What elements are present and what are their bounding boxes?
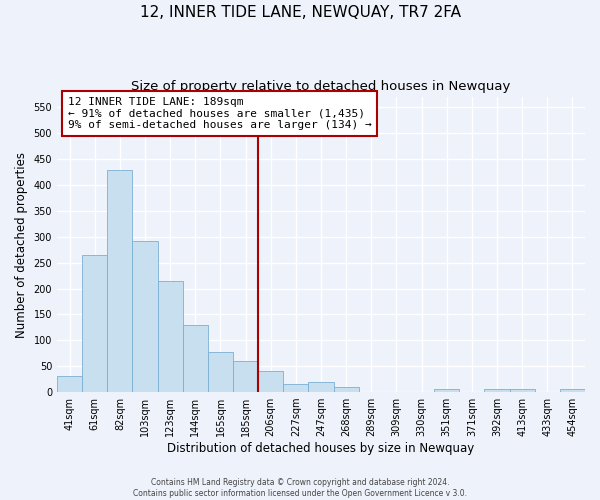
Text: 12, INNER TIDE LANE, NEWQUAY, TR7 2FA: 12, INNER TIDE LANE, NEWQUAY, TR7 2FA	[139, 5, 461, 20]
Bar	[484, 390, 509, 392]
Bar	[107, 170, 133, 392]
Bar	[334, 388, 359, 392]
Bar	[208, 352, 233, 392]
Bar	[233, 361, 258, 392]
Bar	[183, 325, 208, 392]
Bar	[258, 371, 283, 392]
Bar	[82, 255, 107, 392]
Bar	[133, 241, 158, 392]
Text: Contains HM Land Registry data © Crown copyright and database right 2024.
Contai: Contains HM Land Registry data © Crown c…	[133, 478, 467, 498]
Bar	[158, 281, 183, 392]
Bar	[434, 390, 459, 392]
Text: 12 INNER TIDE LANE: 189sqm
← 91% of detached houses are smaller (1,435)
9% of se: 12 INNER TIDE LANE: 189sqm ← 91% of deta…	[68, 97, 371, 130]
Title: Size of property relative to detached houses in Newquay: Size of property relative to detached ho…	[131, 80, 511, 93]
Bar	[57, 376, 82, 392]
Y-axis label: Number of detached properties: Number of detached properties	[15, 152, 28, 338]
Bar	[308, 382, 334, 392]
Bar	[560, 390, 585, 392]
X-axis label: Distribution of detached houses by size in Newquay: Distribution of detached houses by size …	[167, 442, 475, 455]
Bar	[283, 384, 308, 392]
Bar	[509, 390, 535, 392]
